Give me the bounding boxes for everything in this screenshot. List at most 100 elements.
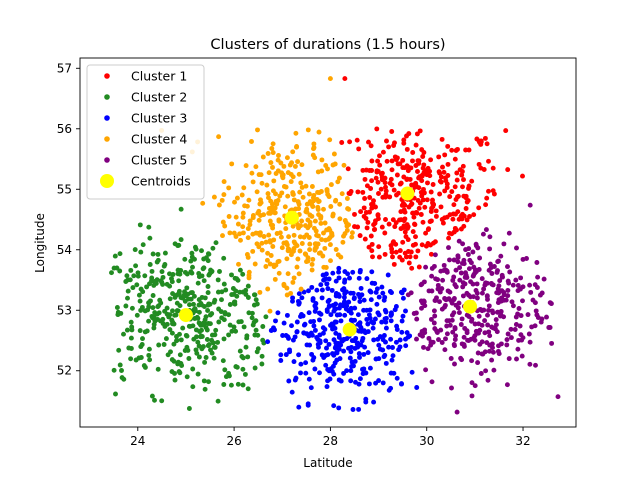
data-point (347, 139, 353, 145)
data-point (373, 175, 379, 181)
data-point (267, 261, 273, 267)
data-point (357, 320, 363, 326)
data-point (384, 158, 390, 164)
data-point (339, 140, 345, 145)
data-point (437, 170, 443, 176)
data-point (472, 321, 478, 327)
data-point (484, 195, 490, 201)
data-point (270, 141, 276, 147)
axes-layer: 24 26 28 30 32 52 53 54 55 56 57 (57, 61, 531, 448)
data-point (440, 164, 445, 170)
data-point (324, 281, 330, 287)
data-point (403, 308, 408, 314)
data-point (419, 305, 424, 311)
data-point (341, 233, 346, 239)
data-point (487, 342, 493, 348)
data-point (514, 245, 519, 251)
data-point (256, 172, 262, 178)
data-point (182, 256, 188, 262)
data-point (257, 289, 263, 295)
data-point (222, 223, 228, 229)
data-point (285, 271, 291, 277)
data-point (383, 217, 388, 222)
data-point (215, 289, 221, 295)
data-point (328, 312, 334, 318)
data-point (375, 158, 381, 164)
data-point (397, 161, 403, 167)
data-point (471, 212, 477, 218)
data-point (390, 254, 395, 260)
data-point (306, 191, 312, 197)
data-point (416, 185, 422, 191)
data-point (386, 344, 392, 350)
data-point (296, 271, 302, 277)
data-point (243, 344, 249, 350)
data-point (467, 257, 473, 263)
data-point (379, 319, 385, 325)
data-point (156, 310, 162, 316)
data-point (380, 347, 386, 353)
data-point (226, 332, 232, 338)
data-point (389, 357, 395, 363)
data-point (419, 147, 425, 153)
data-point (174, 300, 180, 306)
data-point (364, 225, 370, 231)
data-point (344, 223, 350, 229)
data-point (361, 297, 367, 303)
data-point (392, 224, 398, 230)
data-point (177, 352, 183, 358)
data-point (476, 313, 482, 319)
data-point (328, 182, 334, 188)
data-point (216, 319, 222, 325)
data-point (437, 178, 443, 184)
data-point (194, 334, 199, 340)
data-point (273, 262, 279, 268)
data-point (362, 236, 368, 242)
data-point (356, 406, 362, 412)
data-point (382, 175, 388, 181)
data-point (362, 196, 368, 201)
data-point (284, 155, 290, 161)
data-point (193, 327, 199, 333)
data-point (394, 327, 400, 332)
data-point (382, 251, 388, 257)
data-point (319, 168, 325, 174)
centroid-marker (284, 210, 299, 225)
data-point (221, 179, 227, 185)
data-point (410, 150, 416, 155)
data-point (513, 322, 519, 327)
data-point (456, 310, 462, 316)
data-point (375, 216, 381, 222)
data-point (330, 326, 335, 332)
data-point (490, 325, 496, 331)
data-point (314, 335, 320, 340)
data-point (263, 239, 269, 245)
legend-marker (104, 157, 110, 163)
data-point (177, 370, 183, 376)
data-point (314, 232, 320, 238)
data-point (146, 346, 152, 352)
data-point (220, 233, 225, 239)
data-point (413, 234, 418, 240)
data-point (176, 278, 182, 284)
data-point (365, 321, 371, 327)
data-point (426, 335, 432, 341)
data-point (477, 255, 483, 261)
data-point (446, 245, 451, 251)
data-point (206, 379, 211, 385)
data-point (369, 241, 375, 247)
data-point (524, 256, 529, 261)
data-point (456, 238, 462, 244)
data-point (311, 225, 317, 231)
data-point (281, 163, 287, 169)
data-point (369, 178, 375, 184)
data-point (306, 376, 312, 382)
data-point (144, 284, 150, 290)
data-point (447, 257, 452, 263)
data-point (229, 272, 234, 278)
data-point (514, 356, 519, 362)
x-tick-label: 30 (419, 434, 434, 448)
data-point (223, 287, 229, 293)
data-point (394, 375, 400, 381)
data-point (464, 275, 470, 280)
